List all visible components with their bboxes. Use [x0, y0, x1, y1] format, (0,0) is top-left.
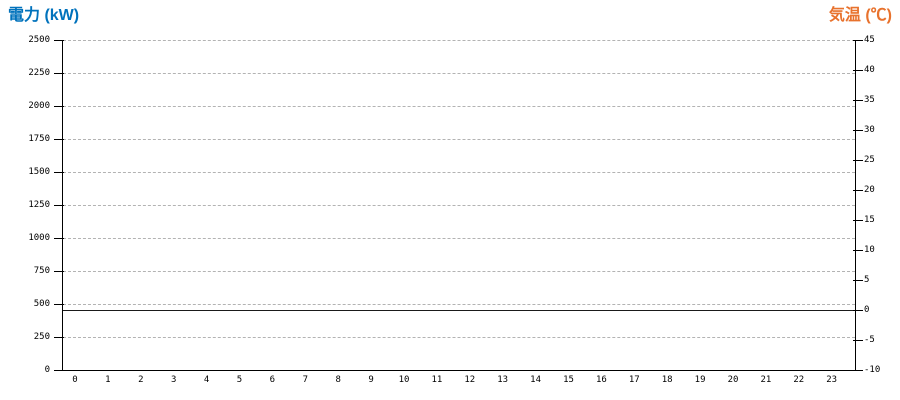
- x-axis-hour-label: 14: [530, 375, 542, 385]
- left-axis-title: 電力 (kW): [8, 7, 80, 24]
- right-axis-tick-label: 15: [864, 215, 875, 225]
- plot-area: [62, 40, 856, 371]
- left-axis-tick-label: 1250: [28, 200, 50, 210]
- horizontal-gridline: [63, 106, 855, 107]
- left-axis-tick: [54, 304, 64, 305]
- left-axis-tick-label: 500: [33, 299, 50, 309]
- x-axis-hour-label: 16: [595, 375, 607, 385]
- left-axis-tick: [54, 370, 64, 371]
- horizontal-gridline: [63, 337, 855, 338]
- left-axis-tick: [54, 271, 64, 272]
- x-axis-hour-label: 20: [727, 375, 739, 385]
- right-axis-tick: [853, 40, 863, 41]
- right-axis-tick-label: 40: [864, 65, 875, 75]
- x-axis-hour-label: 19: [694, 375, 706, 385]
- right-axis-tick-label: 20: [864, 185, 875, 195]
- right-axis-tick: [853, 100, 863, 101]
- right-axis-tick: [853, 190, 863, 191]
- right-axis-tick-label: 35: [864, 95, 875, 105]
- right-axis-tick-label: -5: [864, 335, 875, 345]
- x-axis-hour-label: 0: [72, 375, 78, 385]
- left-axis-tick-label: 2000: [28, 101, 50, 111]
- right-axis-tick-label: 45: [864, 35, 875, 45]
- right-axis-tick: [853, 160, 863, 161]
- x-axis-hour-label: 5: [236, 375, 243, 385]
- horizontal-gridline: [63, 40, 855, 41]
- right-axis-tick: [853, 220, 863, 221]
- right-axis-tick-label: -10: [864, 365, 881, 375]
- x-axis-hour-label: 1: [105, 375, 111, 385]
- left-axis-tick: [54, 238, 64, 239]
- left-axis-tick: [54, 139, 64, 140]
- left-axis-tick-label: 2500: [28, 35, 50, 45]
- right-axis-tick-label: 30: [864, 125, 875, 135]
- right-axis-tick: [853, 70, 863, 71]
- x-axis-hour-label: 2: [138, 375, 144, 385]
- x-axis-hour-label: 8: [335, 375, 341, 385]
- left-axis-tick: [54, 106, 64, 107]
- left-axis-tick-label: 1750: [28, 134, 50, 144]
- left-axis-tick: [54, 73, 64, 74]
- x-axis-hour-label: 23: [826, 375, 838, 385]
- right-axis-tick: [853, 310, 863, 311]
- right-axis-tick: [853, 250, 863, 251]
- right-axis-tick: [853, 370, 863, 371]
- left-axis-tick: [54, 40, 64, 41]
- right-axis-tick: [853, 130, 863, 131]
- left-axis-tick-label: 2250: [28, 68, 50, 78]
- left-axis-tick: [54, 205, 64, 206]
- left-axis-tick: [54, 337, 64, 338]
- left-axis-tick-label: 1500: [28, 167, 50, 177]
- x-axis-hour-label: 6: [269, 375, 276, 385]
- right-axis-tick: [853, 280, 863, 281]
- left-axis-tick-label: 750: [33, 266, 50, 276]
- x-axis-hour-label: 7: [302, 375, 308, 385]
- right-axis-tick-label: 25: [864, 155, 875, 165]
- right-axis-tick-label: 5: [864, 275, 870, 285]
- x-axis-hour-label: 18: [661, 375, 673, 385]
- x-axis-hour-label: 9: [368, 375, 374, 385]
- horizontal-gridline: [63, 304, 855, 305]
- left-axis-tick-label: 250: [33, 332, 50, 342]
- horizontal-gridline: [63, 73, 855, 74]
- x-axis-hour-label: 12: [464, 375, 476, 385]
- left-axis-tick-label: 1000: [28, 233, 50, 243]
- x-axis-hour-label: 15: [563, 375, 574, 385]
- x-axis-hour-label: 11: [431, 375, 443, 385]
- left-axis-tick: [54, 172, 64, 173]
- zero-temperature-line: [63, 310, 855, 311]
- horizontal-gridline: [63, 238, 855, 239]
- right-axis-tick-label: 10: [864, 245, 875, 255]
- x-axis-hour-label: 4: [203, 375, 210, 385]
- x-axis-hour-label: 21: [760, 375, 772, 385]
- left-axis-tick-label: 0: [44, 365, 50, 375]
- x-axis-hour-label: 17: [628, 375, 640, 385]
- right-axis-tick-label: 0: [864, 305, 870, 315]
- horizontal-gridline: [63, 271, 855, 272]
- x-axis-hour-label: 10: [398, 375, 410, 385]
- horizontal-gridline: [63, 205, 855, 206]
- horizontal-gridline: [63, 172, 855, 173]
- right-axis-title: 気温 (℃): [828, 7, 892, 24]
- x-axis-hour-label: 3: [170, 375, 177, 385]
- x-axis-hour-label: 22: [793, 375, 805, 385]
- right-axis-tick: [853, 340, 863, 341]
- horizontal-gridline: [63, 139, 855, 140]
- x-axis-hour-label: 13: [497, 375, 509, 385]
